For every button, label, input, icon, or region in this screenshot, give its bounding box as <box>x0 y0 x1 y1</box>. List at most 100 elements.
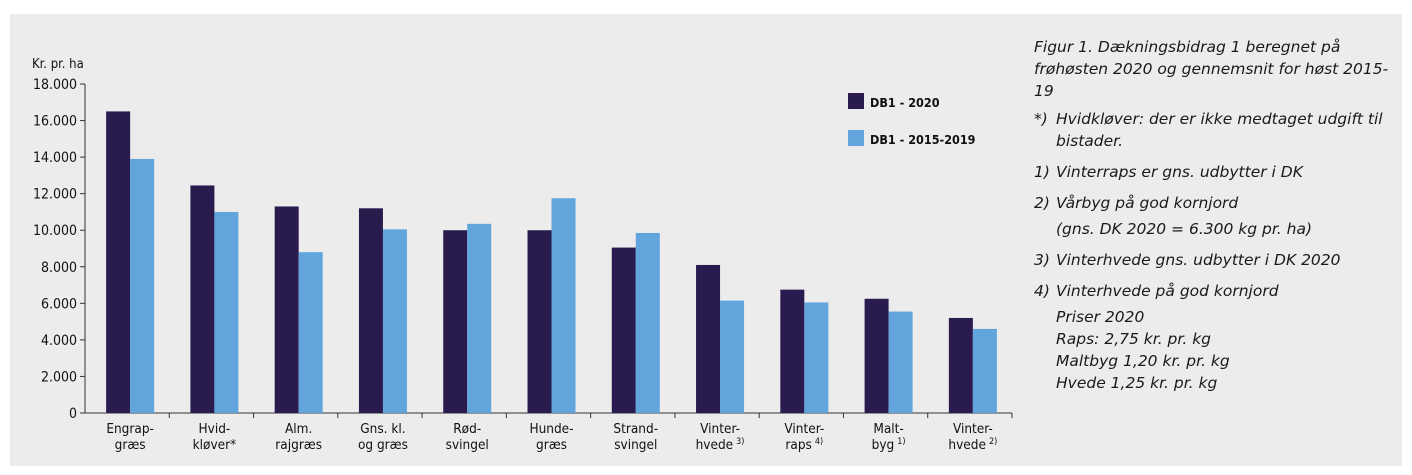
x-tick-label-footnote: 1) <box>897 437 905 447</box>
x-tick-label-line1: Vinter- <box>953 421 993 437</box>
note-item: 1) Vinterraps er gns. udbytter i DK <box>1034 161 1404 183</box>
note-extra: (gns. DK 2020 = 6.300 kg pr. ha) <box>1056 220 1313 238</box>
bar-db1-2020 <box>611 247 636 413</box>
x-tick-label-line2: raps 4) <box>785 437 823 453</box>
note-text: Hvidkløver: der er ikke medtaget udgift … <box>1056 110 1383 150</box>
y-tick-label: 6.000 <box>41 296 77 312</box>
x-tick-label-line1: Alm. <box>285 421 312 437</box>
legend-swatch <box>848 130 864 146</box>
x-tick-label-line2: græs <box>115 437 146 453</box>
bar-db1-2015-2019 <box>804 302 829 413</box>
bar-db1-2015-2019 <box>298 252 323 413</box>
x-tick-label-footnote: 4) <box>815 437 823 447</box>
y-tick-label: 2.000 <box>41 369 77 385</box>
note-text: Vinterhvede gns. udbytter i DK 2020 <box>1056 251 1341 269</box>
x-tick-label-name: græs <box>536 437 567 453</box>
bar-db1-2020 <box>274 206 299 413</box>
x-tick-label-line2: byg 1) <box>872 437 906 453</box>
figure-caption: Figur 1. Dækningsbidrag 1 beregnet på fr… <box>1034 38 1389 100</box>
bar-db1-2015-2019 <box>130 158 155 413</box>
legend: DB1 - 2020 DB1 - 2015-2019 <box>848 93 976 147</box>
x-tick-label-line1: Vinter- <box>700 421 740 437</box>
legend-label: DB1 - 2020 <box>870 95 940 110</box>
bar-chart: Kr. pr. ha 0 2.000 4.000 6.000 8.000 10.000 12… <box>32 57 1013 453</box>
x-tick-label-line2: svingel <box>614 437 657 453</box>
x-tick-label-name: kløver* <box>193 437 237 453</box>
x-tick-label-line1: Vinter- <box>784 421 824 437</box>
bar-db1-2020 <box>780 289 805 413</box>
prices-title: Priser 2020 <box>1056 308 1145 326</box>
x-tick-label-line2: hvede 2) <box>948 437 997 453</box>
x-tick-label-name: hvede <box>948 437 986 453</box>
x-tick-label-name: græs <box>115 437 146 453</box>
figure-panel: Kr. pr. ha 0 2.000 4.000 6.000 8.000 10.000 12… <box>10 14 1402 466</box>
bar-db1-2020 <box>190 185 215 413</box>
price-line: Maltbyg 1,20 kr. pr. kg <box>1056 352 1230 370</box>
note-item: *) Hvidkløver: der er ikke medtaget udgi… <box>1034 108 1404 152</box>
bar-db1-2015-2019 <box>972 328 997 413</box>
figure-notes: Figur 1. Dækningsbidrag 1 beregnet på fr… <box>1034 36 1404 394</box>
x-tick-label-line1: Hunde- <box>529 421 573 437</box>
x-tick-label-line1: Gns. kl. <box>360 421 405 437</box>
y-tick-label: 18.000 <box>33 77 77 93</box>
note-item: 2) Vårbyg på god kornjord <box>1034 192 1404 214</box>
price-line: Hvede 1,25 kr. pr. kg <box>1056 374 1218 392</box>
x-tick-label-name: rajgræs <box>275 437 322 453</box>
x-tick-label-line2: kløver* <box>193 437 237 453</box>
price-line: Raps: 2,75 kr. pr. kg <box>1056 330 1212 348</box>
bars <box>106 111 997 414</box>
x-tick-label-name: svingel <box>614 437 657 453</box>
x-tick-label-line2: rajgræs <box>275 437 322 453</box>
note-text: Vinterraps er gns. udbytter i DK <box>1056 163 1303 181</box>
bar-db1-2020 <box>106 111 131 414</box>
note-marker: 4) <box>1034 282 1050 300</box>
note-marker: 2) <box>1034 194 1050 212</box>
y-tick-label: 8.000 <box>41 260 77 276</box>
x-tick-label-line1: Hvid- <box>199 421 231 437</box>
x-axis-labels: Engrap-græs Hvid-kløver* Alm.rajgræs Gns. k… <box>106 421 997 453</box>
note-marker: 3) <box>1034 251 1050 269</box>
bar-db1-2015-2019 <box>467 223 492 413</box>
bar-db1-2020 <box>527 230 552 413</box>
x-tick-label-name: raps <box>785 437 811 453</box>
note-item: 4) Vinterhvede på god kornjord <box>1034 280 1404 302</box>
bar-db1-2015-2019 <box>551 198 576 413</box>
y-tick-label: 12.000 <box>33 187 77 203</box>
bar-db1-2015-2019 <box>382 229 407 413</box>
bar-db1-2020 <box>358 208 383 413</box>
x-tick-label-line2: og græs <box>358 437 408 453</box>
x-tick-label-name: og græs <box>358 437 408 453</box>
bar-db1-2015-2019 <box>635 232 660 413</box>
y-tick-label: 10.000 <box>33 223 77 239</box>
y-axis: 0 2.000 4.000 6.000 8.000 10.000 12.000 14.000 1… <box>33 77 1013 422</box>
prices-block: Priser 2020 Raps: 2,75 kr. pr. kg Maltby… <box>1056 306 1404 394</box>
x-tick-label-name: svingel <box>446 437 489 453</box>
y-tick-label: 14.000 <box>33 150 77 166</box>
x-tick-label-line2: hvede 3) <box>696 437 745 453</box>
bar-db1-2020 <box>864 298 889 413</box>
x-tick-label-line1: Rød- <box>453 421 481 437</box>
x-tick-label-name: byg <box>872 437 895 453</box>
x-tick-label-footnote: 3) <box>736 437 744 447</box>
x-tick-label-footnote: 2) <box>989 437 997 447</box>
note-text: Vårbyg på god kornjord <box>1056 194 1239 212</box>
bar-db1-2015-2019 <box>888 311 913 413</box>
legend-swatch <box>848 93 864 109</box>
x-tick-label-line1: Malt- <box>873 421 903 437</box>
bar-db1-2020 <box>443 230 468 413</box>
y-tick-label: 16.000 <box>33 114 77 130</box>
bar-db1-2020 <box>948 317 973 413</box>
x-tick-label-line1: Engrap- <box>106 421 154 437</box>
note-marker: *) <box>1034 110 1048 128</box>
note-item: 3) Vinterhvede gns. udbytter i DK 2020 <box>1034 249 1404 271</box>
bar-db1-2015-2019 <box>720 300 745 413</box>
legend-label: DB1 - 2015-2019 <box>870 132 976 147</box>
y-axis-label: Kr. pr. ha <box>32 57 84 72</box>
x-tick-label-line2: svingel <box>446 437 489 453</box>
note-text: Vinterhvede på god kornjord <box>1056 282 1279 300</box>
bar-db1-2020 <box>696 264 721 413</box>
x-tick-label-name: hvede <box>696 437 734 453</box>
note-marker: 1) <box>1034 163 1050 181</box>
x-tick-label-line2: græs <box>536 437 567 453</box>
y-tick-label: 0 <box>69 406 77 422</box>
